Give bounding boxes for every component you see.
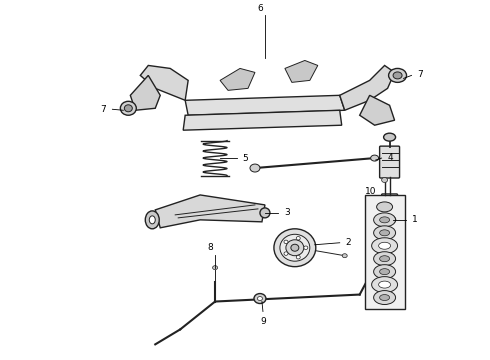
Ellipse shape <box>374 252 395 266</box>
Ellipse shape <box>380 217 390 223</box>
Polygon shape <box>340 66 394 110</box>
Text: 7: 7 <box>417 70 423 79</box>
Ellipse shape <box>284 240 288 244</box>
Polygon shape <box>285 60 318 82</box>
Ellipse shape <box>384 216 395 224</box>
Ellipse shape <box>380 294 390 301</box>
Ellipse shape <box>121 101 136 115</box>
Ellipse shape <box>257 297 263 301</box>
Ellipse shape <box>380 256 390 262</box>
Polygon shape <box>360 95 394 125</box>
FancyBboxPatch shape <box>380 146 399 178</box>
Ellipse shape <box>304 246 308 249</box>
Ellipse shape <box>377 202 392 212</box>
Ellipse shape <box>213 266 218 270</box>
Polygon shape <box>183 110 342 130</box>
Ellipse shape <box>371 238 397 254</box>
Text: 4: 4 <box>388 153 393 162</box>
Ellipse shape <box>370 155 379 161</box>
Ellipse shape <box>374 226 395 240</box>
Ellipse shape <box>379 242 391 249</box>
Polygon shape <box>185 95 345 115</box>
Ellipse shape <box>374 213 395 227</box>
Ellipse shape <box>382 177 388 183</box>
Ellipse shape <box>389 68 407 82</box>
Text: 6: 6 <box>257 4 263 13</box>
Ellipse shape <box>371 276 397 293</box>
Ellipse shape <box>284 252 288 255</box>
Ellipse shape <box>145 211 159 229</box>
FancyBboxPatch shape <box>382 194 397 218</box>
Text: 5: 5 <box>242 154 248 163</box>
Ellipse shape <box>291 244 299 251</box>
Ellipse shape <box>380 269 390 275</box>
Ellipse shape <box>250 164 260 172</box>
Text: 1: 1 <box>412 215 417 224</box>
Polygon shape <box>130 75 160 110</box>
Ellipse shape <box>280 234 310 261</box>
Ellipse shape <box>274 229 316 267</box>
Text: 7: 7 <box>100 105 106 114</box>
Ellipse shape <box>296 237 300 240</box>
Ellipse shape <box>149 216 155 224</box>
Polygon shape <box>220 68 255 90</box>
Ellipse shape <box>286 240 304 256</box>
Ellipse shape <box>342 254 347 258</box>
Ellipse shape <box>380 230 390 236</box>
Bar <box>365 195 405 310</box>
Polygon shape <box>155 195 265 228</box>
Ellipse shape <box>379 281 391 288</box>
Ellipse shape <box>296 256 300 259</box>
Text: 10: 10 <box>365 188 376 197</box>
Ellipse shape <box>384 133 395 141</box>
Text: 3: 3 <box>284 208 290 217</box>
Text: 8: 8 <box>207 243 213 252</box>
Text: 2: 2 <box>346 238 351 247</box>
Ellipse shape <box>374 291 395 305</box>
Polygon shape <box>140 66 188 100</box>
Ellipse shape <box>254 293 266 303</box>
Text: 9: 9 <box>260 318 266 327</box>
Ellipse shape <box>124 105 132 112</box>
Ellipse shape <box>260 208 270 218</box>
Ellipse shape <box>374 265 395 279</box>
Ellipse shape <box>393 72 402 79</box>
